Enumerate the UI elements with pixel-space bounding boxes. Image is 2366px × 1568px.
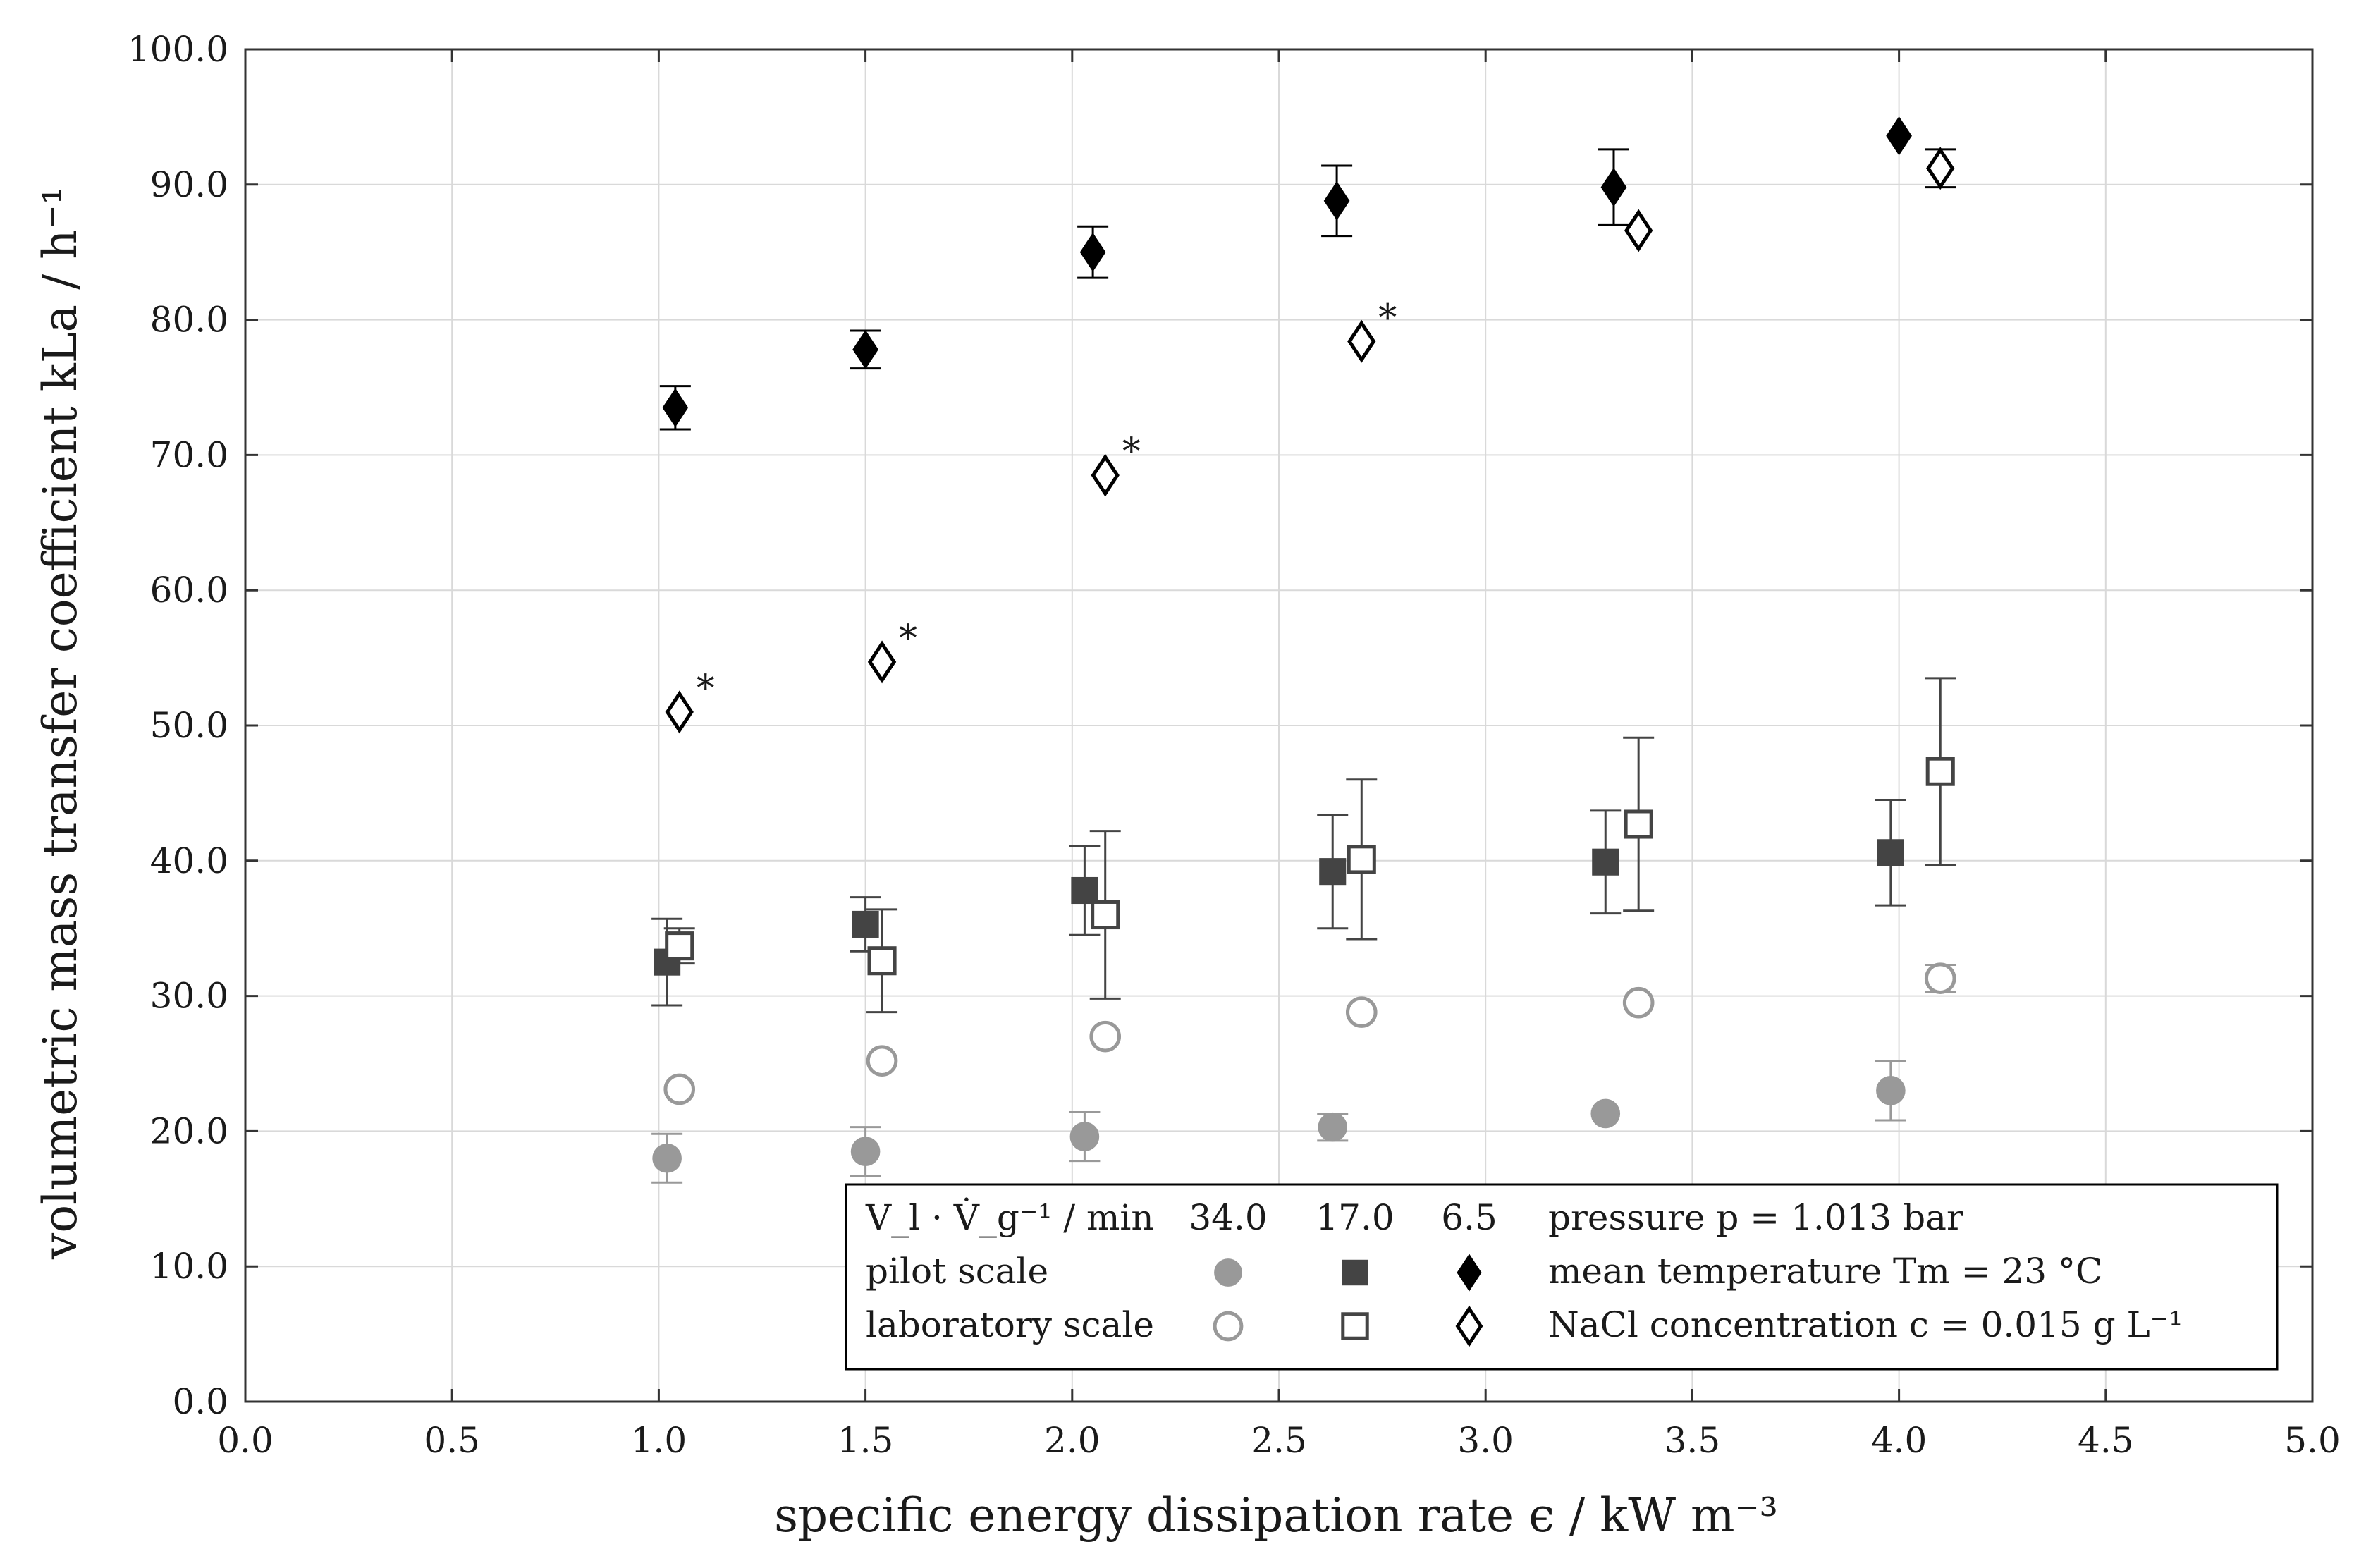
y-tick-label: 0.0	[172, 1381, 228, 1422]
legend-swatch-open-diamond	[1455, 1305, 1483, 1347]
legend-swatches	[1213, 1254, 1483, 1347]
x-tick-label: 3.5	[1665, 1420, 1721, 1461]
data-point-open-circle	[663, 1073, 696, 1105]
data-point-open-square	[867, 946, 897, 976]
data-point-filled-square	[1877, 839, 1904, 866]
legend-swatch-open-square	[1341, 1312, 1369, 1340]
legend-row-laboratory-scale: laboratory scale	[866, 1304, 1154, 1345]
data-point-open-circle	[1622, 986, 1655, 1019]
legend-swatch-filled-circle	[1214, 1258, 1242, 1287]
x-tick-label: 0.0	[217, 1420, 274, 1461]
x-tick-label: 4.5	[2078, 1420, 2134, 1461]
y-tick-label: 70.0	[150, 434, 228, 475]
axes: 0.0 0.5 1.0 1.5 2.0 2.5 3.0 3.5 4.0 4.5 5.0 0.0 10.0…	[128, 29, 2341, 1461]
legend-swatch-open-circle	[1213, 1311, 1244, 1342]
asterisk-annotation: *	[697, 668, 715, 710]
data-point-filled-diamond	[852, 330, 878, 369]
data-point-filled-circle	[1318, 1112, 1348, 1142]
data-point-filled-square	[852, 910, 879, 938]
y-tick-label: 30.0	[150, 976, 228, 1017]
data-point-open-square	[665, 931, 694, 961]
asterisk-annotation: *	[1122, 431, 1141, 473]
data-point-filled-circle	[1876, 1076, 1906, 1105]
y-tick-label: 20.0	[150, 1110, 228, 1151]
data-point-filled-diamond	[662, 388, 689, 428]
y-tick-label: 10.0	[150, 1246, 228, 1287]
data-point-filled-circle	[652, 1143, 682, 1173]
x-tick-label: 0.5	[424, 1420, 480, 1461]
y-tick-label: 90.0	[150, 164, 228, 205]
data-point-open-square	[1347, 845, 1376, 874]
data-point-filled-diamond	[1079, 232, 1106, 272]
y-tick-label: 40.0	[150, 840, 228, 881]
legend-box	[845, 1183, 2279, 1371]
data-point-filled-square	[1071, 876, 1098, 905]
legend-row-pilot-scale: pilot scale	[866, 1251, 1048, 1292]
data-point-filled-diamond	[1323, 181, 1350, 221]
legend-header-value-1: 34.0	[1189, 1197, 1267, 1238]
data-point-open-circle	[1089, 1020, 1122, 1053]
annotations: * * * *	[697, 297, 1397, 710]
legend-condition-nacl: NaCl concentration c = 0.015 g L⁻¹	[1548, 1304, 2183, 1345]
data-point-open-circle	[1924, 962, 1956, 994]
asterisk-annotation: *	[1378, 297, 1397, 339]
data-point-open-diamond	[1091, 453, 1120, 497]
data-point-filled-diamond	[1600, 167, 1627, 207]
plot-frame	[244, 48, 2314, 1403]
legend-swatch-filled-diamond	[1457, 1254, 1482, 1292]
data-point-filled-square	[1592, 848, 1619, 876]
data-point-open-square	[1091, 900, 1120, 930]
y-axis-label: volumetric mass transfer coefficient kLa…	[33, 186, 87, 1260]
data-point-open-square	[1925, 757, 1955, 786]
x-tick-label: 4.0	[1871, 1420, 1927, 1461]
data-point-open-square	[1624, 809, 1653, 839]
data-point-filled-circle	[850, 1137, 881, 1166]
asterisk-annotation: *	[899, 618, 917, 660]
x-tick-label: 3.0	[1457, 1420, 1514, 1461]
x-axis-label: specific energy dissipation rate ϵ / kW …	[774, 1488, 1778, 1543]
x-tick-label: 5.0	[2284, 1420, 2341, 1461]
data-point-open-diamond	[1926, 147, 1955, 190]
data-point-filled-square	[1319, 858, 1347, 886]
data-point-open-circle	[866, 1045, 898, 1077]
data-markers	[652, 116, 1956, 1173]
y-tick-label: 60.0	[150, 570, 228, 611]
data-point-filled-circle	[1590, 1098, 1621, 1129]
data-point-open-diamond	[665, 690, 694, 734]
y-tick-label: 100.0	[128, 29, 228, 70]
legend: V_l · V̇_g⁻¹ / min 34.0 17.0 6.5 pilot s…	[845, 1183, 2279, 1371]
legend-condition-pressure: pressure p = 1.013 bar	[1548, 1197, 1963, 1238]
x-tick-label: 1.0	[631, 1420, 687, 1461]
data-point-filled-diamond	[1886, 116, 1912, 156]
legend-condition-temperature: mean temperature Tm = 23 °C	[1548, 1251, 2102, 1292]
data-point-filled-circle	[1069, 1122, 1100, 1151]
legend-swatch-filled-square	[1342, 1259, 1368, 1286]
y-tick-label: 50.0	[150, 705, 228, 746]
data-point-open-circle	[1345, 996, 1378, 1028]
x-tick-label: 2.0	[1044, 1420, 1101, 1461]
data-point-open-diamond	[867, 640, 897, 684]
data-point-open-diamond	[1624, 209, 1653, 252]
x-tick-label: 2.5	[1251, 1420, 1307, 1461]
legend-header-value-3: 6.5	[1441, 1197, 1497, 1238]
legend-header-value-2: 17.0	[1316, 1197, 1394, 1238]
data-point-open-diamond	[1347, 319, 1376, 363]
legend-header-label: V_l · V̇_g⁻¹ / min	[865, 1196, 1154, 1238]
y-tick-label: 80.0	[150, 300, 228, 341]
x-tick-label: 1.5	[838, 1420, 894, 1461]
